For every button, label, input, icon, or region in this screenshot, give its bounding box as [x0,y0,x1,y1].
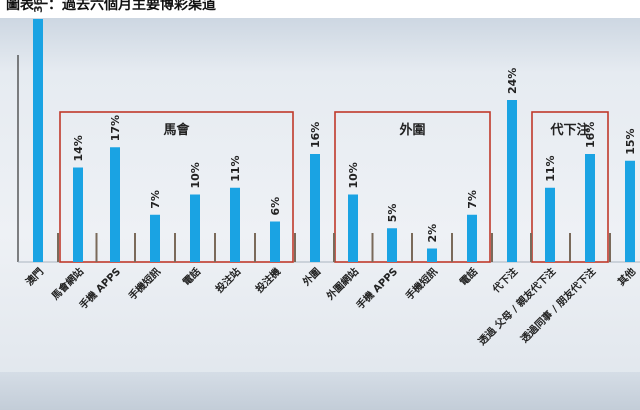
bar-12 [467,214,477,262]
group-label-3: 代下注 [549,122,589,138]
category-label-9: 外圍網站 [323,265,361,303]
category-label-11: 手機短訊 [403,265,440,302]
category-label-1: 澳門 [23,265,46,288]
bar-16 [625,160,635,262]
bar-10 [387,228,397,262]
bar-14 [545,187,555,262]
bar-6 [230,187,240,262]
category-label-16: 其他 [615,265,638,288]
bar-13 [507,100,517,262]
value-label-8: 16% [309,122,322,148]
value-label-15: 16% [584,122,597,148]
chart-title: 圖表一：過去六個月主要博彩渠道 [6,0,216,13]
value-label-3: 17% [109,115,122,141]
chart-footer-band [0,372,640,410]
category-label-15: 透過同事 / 朋友代下注 [518,265,598,345]
value-label-9: 10% [347,162,360,188]
group-label-2: 外圍 [398,122,425,138]
value-label-10: 5% [386,204,399,223]
value-label-1: 36% [32,0,45,13]
bar-2 [73,167,83,262]
value-label-16: 15% [624,128,637,154]
category-label-13: 代下注 [489,265,520,296]
bar-15 [585,154,595,262]
category-label-2: 馬會網站 [49,265,86,302]
category-label-6: 投注站 [213,265,243,295]
group-box-1 [59,111,294,263]
bar-3 [110,147,120,262]
value-label-5: 10% [189,162,202,188]
category-label-5: 電話 [180,265,203,288]
category-label-8: 外圍 [299,265,323,289]
category-label-7: 投注機 [253,265,283,295]
bar-4 [150,214,160,262]
category-label-12: 電話 [457,265,480,288]
category-label-10: 手機 APPS [353,265,400,312]
bar-1 [33,19,43,262]
value-label-4: 7% [149,190,162,209]
value-label-13: 24% [506,68,519,94]
value-label-12: 7% [466,190,479,209]
value-label-7: 6% [269,197,282,216]
bar-8 [310,154,320,262]
group-label-1: 馬會 [163,122,190,138]
value-label-11: 2% [426,224,439,243]
bar-5 [190,194,200,262]
bar-11 [427,248,437,262]
category-label-4: 手機短訊 [126,265,163,302]
value-label-6: 11% [229,155,242,181]
bar-9 [348,194,358,262]
value-label-2: 14% [72,135,85,161]
value-label-14: 11% [544,155,557,181]
bar-7 [270,221,280,262]
